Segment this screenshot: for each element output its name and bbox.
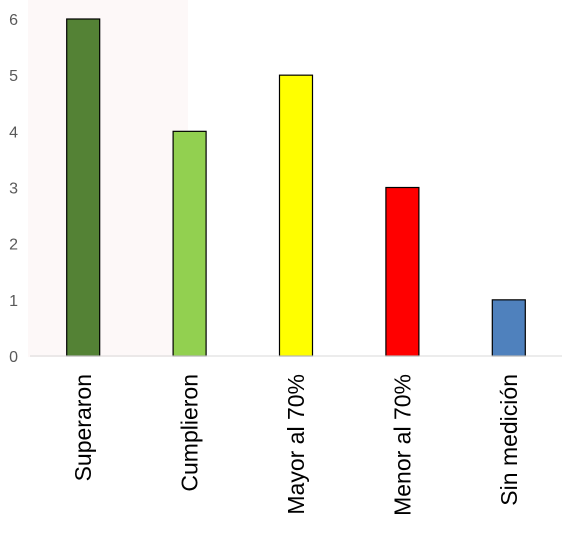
bar: [385, 186, 420, 357]
y-tick-label: 3: [9, 181, 18, 198]
y-tick-label: 0: [9, 349, 18, 366]
bars-group: [66, 18, 526, 357]
bar: [491, 299, 526, 357]
y-tick-label: 5: [9, 68, 18, 85]
y-tick-label: 4: [9, 124, 18, 141]
bar: [66, 18, 101, 357]
y-tick-labels: 0 1 2 3 4 5 6: [9, 12, 18, 366]
bar: [172, 130, 207, 357]
category-label: Sin medición: [496, 374, 522, 506]
category-label: Mayor al 70%: [283, 374, 309, 515]
bar: [278, 74, 314, 357]
category-label: Menor al 70%: [389, 374, 415, 516]
category-labels: Superaron Cumplieron Mayor al 70% Menor al …: [70, 374, 522, 516]
y-tick-label: 1: [9, 293, 18, 310]
y-tick-label: 6: [9, 12, 18, 29]
plot-area-tint: [28, 0, 188, 357]
category-label: Superaron: [70, 374, 96, 481]
y-tick-label: 2: [9, 237, 18, 254]
category-label: Cumplieron: [177, 374, 203, 492]
